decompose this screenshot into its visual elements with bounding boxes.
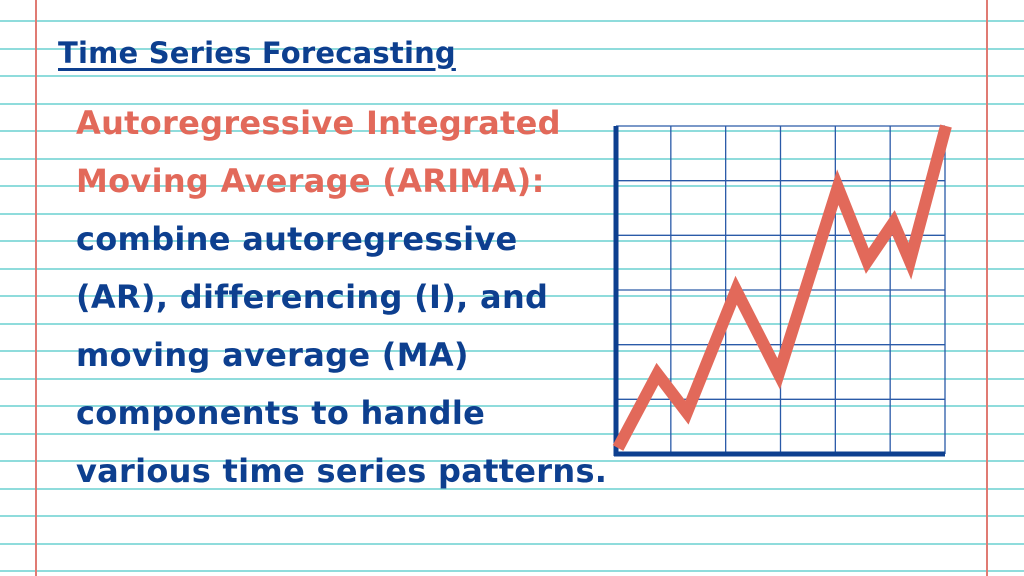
ruled-line (0, 543, 1024, 545)
ruled-line (0, 460, 1024, 462)
ruled-line (0, 515, 1024, 517)
ruled-line (0, 378, 1024, 380)
page-title: Time Series Forecasting (58, 36, 456, 70)
definition-text: Autoregressive Integrated Moving Average… (76, 94, 616, 500)
margin-line (35, 0, 37, 576)
ruled-line (0, 103, 1024, 105)
trend-line (612, 124, 952, 451)
ruled-line (0, 158, 1024, 160)
ruled-line (0, 20, 1024, 22)
chart-grid (616, 125, 946, 454)
ruled-line (0, 323, 1024, 325)
ruled-line (0, 75, 1024, 77)
ruled-line (0, 130, 1024, 132)
ruled-line (0, 213, 1024, 215)
description-line-5: various time series patterns. (76, 452, 608, 490)
ruled-line (0, 240, 1024, 242)
ruled-line (0, 570, 1024, 572)
ruled-line (0, 295, 1024, 297)
ruled-line (0, 350, 1024, 352)
ruled-line (0, 268, 1024, 270)
ruled-line (0, 405, 1024, 407)
description-line-1: combine autoregressive (76, 220, 518, 258)
description-line-3: moving average (MA) (76, 336, 469, 374)
ruled-line (0, 488, 1024, 490)
upward-trend-line-chart-icon (612, 124, 952, 457)
description-line-4: components to handle (76, 394, 486, 432)
margin-line (986, 0, 988, 576)
ruled-line (0, 185, 1024, 187)
ruled-line (0, 48, 1024, 50)
description-line-2: (AR), differencing (I), and (76, 278, 549, 316)
ruled-line (0, 433, 1024, 435)
heading-line-1: Autoregressive Integrated (76, 104, 561, 142)
heading-line-2: Moving Average (ARIMA): (76, 162, 545, 200)
